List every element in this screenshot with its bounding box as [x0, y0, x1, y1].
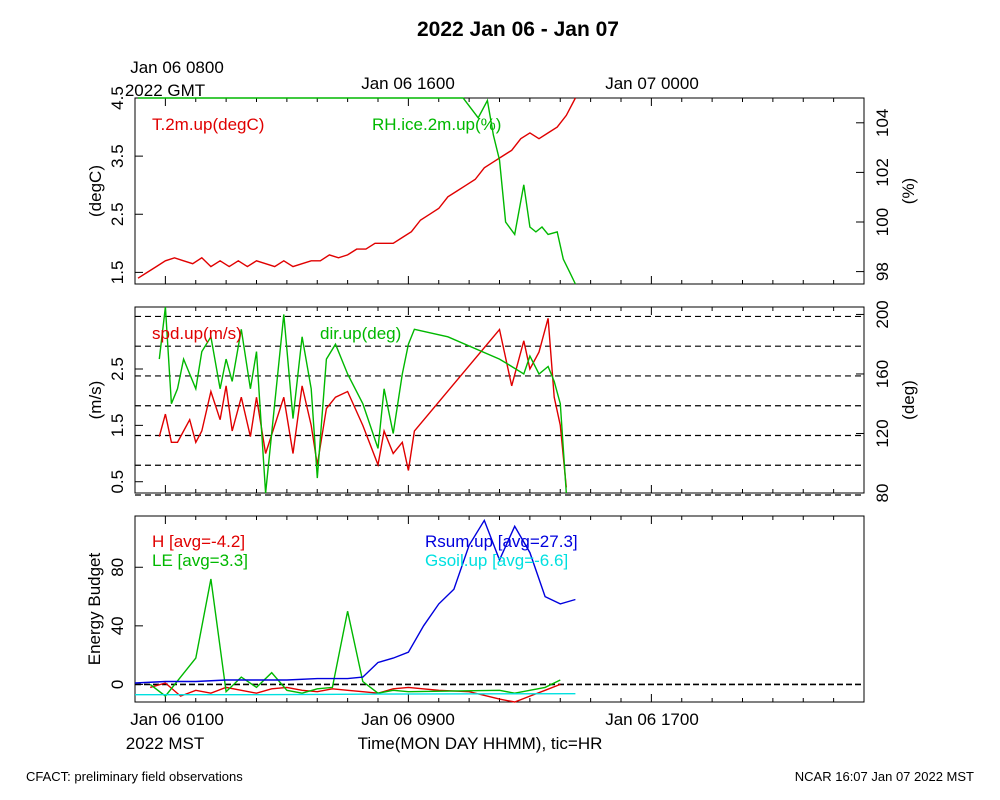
y-tick-label-right: 102	[873, 158, 892, 186]
footer-right: NCAR 16:07 Jan 07 2022 MST	[795, 769, 974, 784]
y-tick-label-left: 1.5	[108, 414, 127, 438]
y-tick-label-right: 104	[873, 109, 892, 137]
series-line-dir-up	[158, 306, 567, 494]
series-line-spd-up	[158, 318, 567, 488]
ylabel-temp-left: (degC)	[86, 165, 105, 217]
series-line-gsoil-up	[135, 693, 576, 696]
y-tick-label-left: 2.5	[108, 202, 127, 226]
y-axes: 1.5 2.5 3.5 4.5 98 100 102 104 0.5 1.5 2.5 80 120 160…	[108, 86, 892, 689]
x-axis-title: Time(MON DAY HHMM), tic=HR	[358, 734, 603, 753]
top-axis-label-2: Jan 07 0000	[605, 74, 699, 93]
series-line-rh-ice-2m-up	[138, 97, 577, 285]
legend-temperature: T.2m.up(degC) RH.ice.2m.up(%)	[152, 115, 501, 134]
legend-t2m: T.2m.up(degC)	[152, 115, 264, 134]
bottom-axis: Jan 06 0100 2022 MST Jan 06 0900 Jan 06 …	[126, 710, 699, 753]
y-tick-label-right: 100	[873, 208, 892, 236]
x-tick-marks	[164, 98, 835, 702]
top-axis-label-1: Jan 06 1600	[361, 74, 455, 93]
bottom-axis-label-0: Jan 06 0100	[130, 710, 224, 729]
ylabel-temp-right: (%)	[899, 178, 918, 204]
legend-h: H [avg=-4.2]	[152, 532, 245, 551]
y-tick-label-left: 0.5	[108, 470, 127, 494]
series-line-t-2m-up	[137, 97, 577, 279]
top-axis-label-0: Jan 06 0800	[130, 58, 224, 77]
top-axis: Jan 06 0800 2022 GMT Jan 06 1600 Jan 07 …	[125, 58, 699, 100]
ylabel-wind-right: (deg)	[899, 380, 918, 420]
legend-le: LE [avg=3.3]	[152, 551, 248, 570]
y-tick-label-right: 120	[873, 419, 892, 447]
top-axis-tz-label: 2022 GMT	[125, 81, 205, 100]
y-tick-label-right: 200	[873, 300, 892, 328]
y-tick-label-left: 40	[108, 616, 127, 635]
y-tick-label-left: 2.5	[108, 357, 127, 381]
y-tick-label-right: 160	[873, 360, 892, 388]
footer-left: CFACT: preliminary field observations	[26, 769, 243, 784]
series-line-rsum-up	[134, 518, 576, 684]
legend-wind: spd.up(m/s) dir.up(deg)	[152, 324, 401, 343]
series-layer	[134, 97, 577, 703]
legend-energy: H [avg=-4.2] LE [avg=3.3] Rsum.up [avg=2…	[152, 532, 578, 570]
legend-gsoil: Gsoil.up [avg=-6.6]	[425, 551, 568, 570]
legend-rsum: Rsum.up [avg=27.3]	[425, 532, 578, 551]
ylabel-energy: Energy Budget	[85, 552, 104, 665]
y-tick-label-left: 3.5	[108, 144, 127, 168]
y-tick-label-left: 1.5	[108, 261, 127, 285]
legend-spd: spd.up(m/s)	[152, 324, 242, 343]
legend-rh-ice: RH.ice.2m.up(%)	[372, 115, 501, 134]
wind-dashed-gridlines	[135, 315, 864, 496]
y-tick-label-left: 80	[108, 558, 127, 577]
ylabel-wind-left: (m/s)	[86, 381, 105, 420]
bottom-axis-tz-label: 2022 MST	[126, 734, 204, 753]
y-tick-label-right: 98	[873, 262, 892, 281]
bottom-axis-label-1: Jan 06 0900	[361, 710, 455, 729]
legend-dir: dir.up(deg)	[320, 324, 401, 343]
y-tick-label-left: 4.5	[108, 86, 127, 110]
y-tick-label-right: 80	[873, 484, 892, 503]
series-line-h	[150, 682, 561, 703]
chart-title: 2022 Jan 06 - Jan 07	[417, 18, 619, 41]
series-line-le	[149, 578, 561, 698]
bottom-axis-label-2: Jan 06 1700	[605, 710, 699, 729]
y-tick-label-left: 0	[108, 680, 127, 689]
